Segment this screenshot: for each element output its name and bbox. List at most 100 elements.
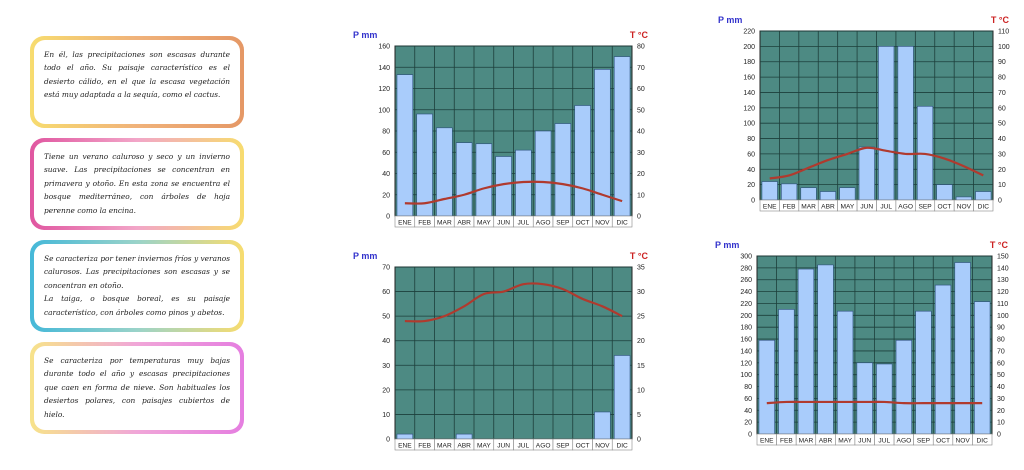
- x-tick-label: JUL: [518, 220, 530, 227]
- y-tick-label: 80: [744, 384, 752, 391]
- y-tick-label: 240: [740, 289, 752, 296]
- y2-tick-label: 25: [637, 314, 645, 321]
- y-tick-label: 20: [382, 192, 390, 199]
- temperature-line: [404, 282, 623, 323]
- y-tick-label: 20: [744, 420, 752, 427]
- x-tick-label: AGO: [536, 443, 551, 450]
- y-tick-label: 180: [743, 59, 755, 66]
- y2-tick-label: 35: [637, 265, 645, 272]
- y2-tick-label: 50: [637, 107, 645, 114]
- x-tick-label: MAY: [840, 204, 854, 211]
- x-tick-label: MAY: [838, 438, 852, 445]
- x-tick-label: OCT: [576, 220, 590, 227]
- bar-SEP: [554, 123, 572, 217]
- y-tick-label: 60: [382, 289, 390, 296]
- x-tick-label: NOV: [595, 443, 610, 450]
- x-tick-label: JUN: [497, 443, 510, 450]
- y-tick-label: 100: [743, 121, 755, 128]
- bar-ABR: [455, 142, 473, 217]
- y-tick-label: 160: [740, 337, 752, 344]
- x-tick-label: NOV: [957, 204, 972, 211]
- x-tick-label: ENE: [763, 204, 777, 211]
- y2-tick-label: 0: [637, 214, 641, 221]
- y2-tick-label: 10: [637, 387, 645, 394]
- y-tick-label: 0: [748, 432, 752, 439]
- bar-ENE: [761, 181, 778, 201]
- y2-tick-label: 40: [997, 384, 1005, 391]
- x-tick-label: JUN: [497, 220, 510, 227]
- x-tick-label: SEP: [556, 443, 570, 450]
- climate-chart-1: 0 20 40 60 80 100 120 140 160 0 10 20 30 40 50 60 70 80 EN…: [350, 28, 648, 233]
- x-tick-label: FEB: [780, 438, 793, 445]
- bar-JUN: [858, 146, 875, 201]
- bar-ABR: [819, 191, 837, 201]
- x-tick-label: MAR: [799, 438, 814, 445]
- y2-tick-label: 90: [997, 325, 1005, 332]
- temp-axis-label: T °C: [630, 30, 649, 40]
- y2-tick-label: 80: [637, 44, 645, 51]
- bar-MAY: [836, 310, 854, 435]
- climate-chart-1-svg: 0 20 40 60 80 100 120 140 160 0 10 20 30 40 50 60 70 80 EN…: [353, 30, 648, 228]
- y-tick-label: 80: [747, 136, 755, 143]
- x-tick-label: JUL: [880, 204, 892, 211]
- bar-NOV: [594, 411, 611, 440]
- bar-AGO: [534, 130, 552, 217]
- precip-axis-label: P mm: [353, 30, 377, 40]
- x-tick-label: DIC: [977, 438, 989, 445]
- card-desert: En él, las precipitaciones son escasas d…: [30, 36, 244, 128]
- bar-AGO: [897, 46, 914, 201]
- y2-tick-label: 10: [998, 182, 1006, 189]
- x-tick-label: AGO: [536, 220, 551, 227]
- y-tick-label: 40: [382, 171, 390, 178]
- y2-tick-label: 130: [997, 277, 1009, 284]
- x-tick-label: NOV: [955, 438, 970, 445]
- y2-tick-label: 20: [997, 408, 1005, 415]
- y-tick-label: 160: [743, 75, 755, 82]
- card-desert-text: En él, las precipitaciones son escasas d…: [34, 40, 240, 124]
- y2-tick-label: 110: [997, 301, 1008, 308]
- card-polar: Se caracteriza por temperaturas muy baja…: [30, 342, 244, 434]
- bar-JUN: [856, 362, 873, 435]
- y2-tick-label: 10: [637, 192, 645, 199]
- x-tick-label: DIC: [616, 443, 628, 450]
- card-continental-text: Se caracteriza por tener inviernos fríos…: [34, 244, 240, 328]
- temp-axis-label: T °C: [630, 251, 649, 261]
- bar-ABR: [817, 264, 834, 435]
- x-tick-label: JUN: [858, 438, 871, 445]
- x-tick-label: ABR: [819, 438, 833, 445]
- y-tick-label: 100: [378, 107, 390, 114]
- y-tick-label: 120: [743, 105, 755, 112]
- x-tick-label: SEP: [918, 204, 932, 211]
- x-tick-label: NOV: [595, 220, 610, 227]
- temperature-line: [766, 400, 983, 405]
- y-tick-label: 70: [382, 265, 390, 272]
- x-tick-label: ABR: [821, 204, 835, 211]
- y-tick-label: 50: [382, 314, 390, 321]
- x-tick-label: ABR: [457, 220, 471, 227]
- bar-MAR: [436, 127, 453, 217]
- x-tick-label: MAR: [437, 220, 452, 227]
- y2-tick-label: 80: [997, 337, 1005, 344]
- x-tick-label: OCT: [937, 204, 951, 211]
- bar-DIC: [974, 301, 991, 435]
- bar-SEP: [915, 310, 932, 435]
- y2-tick-label: 50: [997, 372, 1005, 379]
- y2-tick-label: 60: [637, 86, 645, 93]
- bar-OCT: [936, 184, 953, 201]
- y-tick-label: 220: [743, 29, 755, 36]
- y2-tick-label: 5: [637, 412, 641, 419]
- x-tick-label: FEB: [418, 443, 431, 450]
- y2-tick-label: 100: [997, 313, 1009, 320]
- temperature-line: [404, 180, 623, 205]
- y2-tick-label: 40: [637, 129, 645, 136]
- precip-axis-label: P mm: [718, 15, 742, 25]
- x-tick-label: JUL: [878, 438, 890, 445]
- y-tick-label: 60: [747, 151, 755, 158]
- y-tick-label: 60: [744, 396, 752, 403]
- bar-JUL: [878, 46, 895, 201]
- y-tick-label: 0: [386, 214, 390, 221]
- y-tick-label: 300: [740, 254, 752, 261]
- bar-FEB: [781, 183, 798, 201]
- temp-axis-label: T °C: [991, 15, 1010, 25]
- y-tick-label: 20: [382, 387, 390, 394]
